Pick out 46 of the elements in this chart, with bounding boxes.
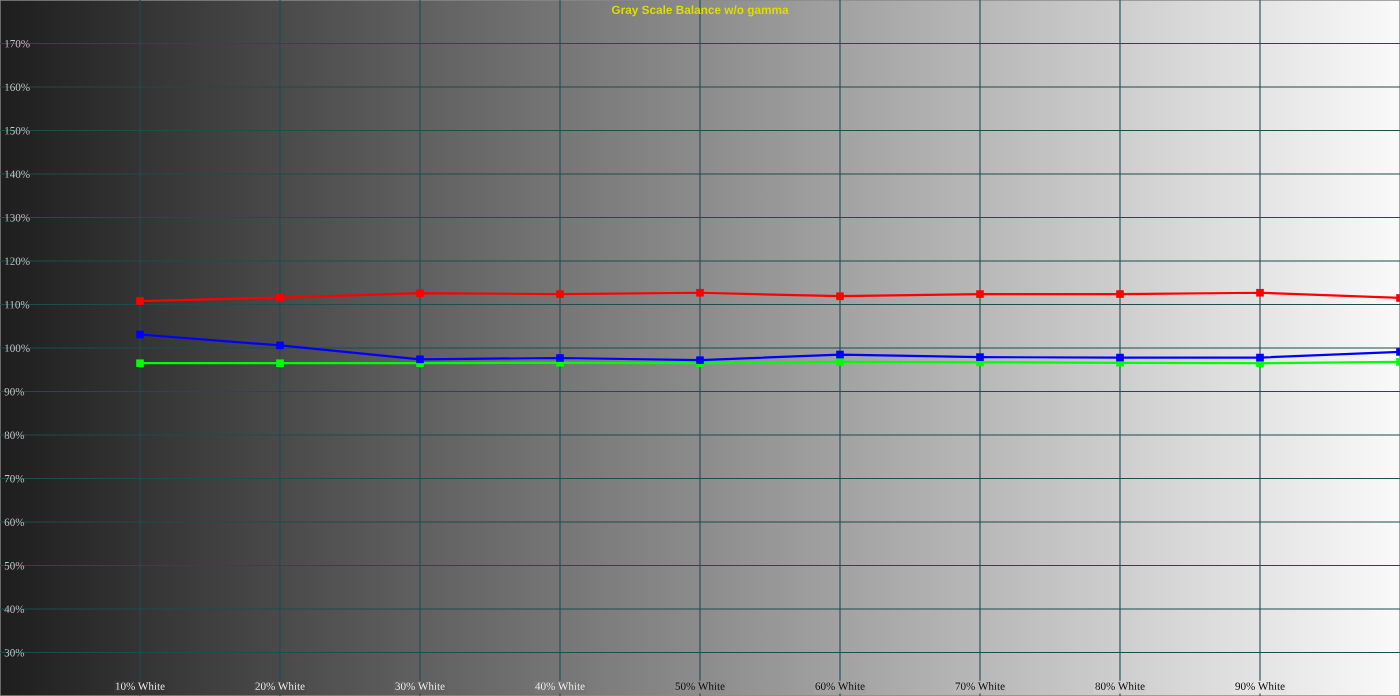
x-tick-label: 20% White (255, 682, 305, 690)
y-tick-label: 90% (4, 387, 25, 396)
point (836, 358, 844, 366)
y-tick-label: 120% (5, 257, 30, 265)
y-tick-label: 60% (4, 518, 25, 526)
point (276, 341, 284, 350)
y-tick-label: 30% (4, 648, 25, 657)
y-tick-label: 140% (5, 170, 30, 178)
point (1256, 288, 1264, 297)
point (276, 359, 284, 368)
point (136, 297, 144, 305)
point (416, 289, 424, 298)
point (416, 355, 424, 364)
chart-title: Gray Scale Balance w/o gamma (611, 5, 789, 17)
point (696, 356, 704, 364)
x-tick-label: 10% White (115, 682, 165, 690)
y-tick-label: 130% (5, 213, 30, 222)
x-tick-label: 30% White (395, 682, 445, 690)
x-tick-label: 50% White (675, 682, 725, 690)
x-tick-label: 90% White (1235, 682, 1285, 690)
point (696, 288, 704, 297)
y-tick-label: 160% (5, 83, 30, 91)
point (976, 290, 984, 298)
x-tick-label: 40% White (535, 682, 585, 690)
x-tick-label: 70% White (955, 682, 1005, 690)
y-tick-label: 170% (5, 39, 30, 48)
point (1256, 353, 1264, 362)
point (136, 330, 144, 339)
y-tick-label: 70% (4, 474, 25, 483)
point (1116, 290, 1124, 298)
x-tick-label: 60% White (815, 682, 865, 690)
y-tick-label: 110% (5, 300, 30, 309)
y-tick-label: 80% (4, 431, 25, 439)
y-tick-label: 50% (4, 561, 25, 570)
x-tick-label: 80% White (1095, 682, 1145, 690)
point (836, 292, 844, 301)
point (976, 353, 984, 361)
point (136, 359, 144, 368)
y-tick-label: 150% (5, 126, 30, 135)
point (836, 350, 844, 359)
point (556, 354, 564, 362)
point (1116, 353, 1124, 362)
point (556, 290, 564, 298)
y-tick-label: 100% (5, 344, 30, 352)
y-tick-label: 40% (4, 605, 25, 613)
point (276, 293, 284, 302)
